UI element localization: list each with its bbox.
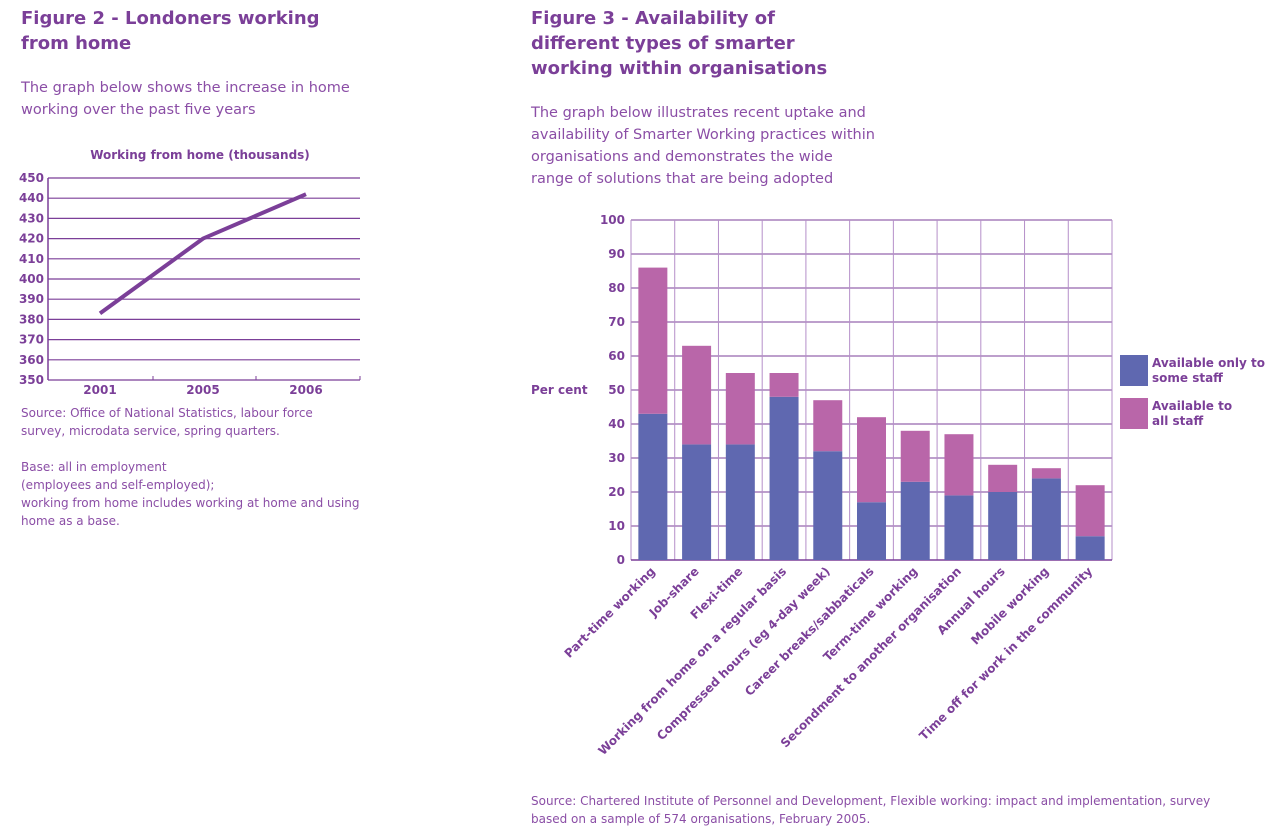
x-tick-label: 2005 xyxy=(186,383,219,397)
y-tick-label: 80 xyxy=(608,281,625,295)
figure2-base: Base: all in employment (employees and s… xyxy=(21,458,366,530)
bar-segment xyxy=(1031,478,1061,560)
bar-segment xyxy=(988,464,1018,492)
y-tick-label: 30 xyxy=(608,451,625,465)
y-tick-label: 410 xyxy=(19,252,44,266)
bar-segment xyxy=(638,413,668,560)
bar-segment xyxy=(682,345,712,445)
series-line xyxy=(98,192,307,315)
x-tick-label: 2001 xyxy=(83,383,116,397)
y-axis-label: Per cent xyxy=(531,383,588,397)
y-tick-label: 380 xyxy=(19,312,44,326)
y-tick-label: 430 xyxy=(19,211,44,225)
bar-segment xyxy=(725,444,755,560)
legend-label: Available only to some staff xyxy=(1152,356,1265,385)
bar-segment xyxy=(1075,485,1105,537)
y-tick-label: 70 xyxy=(608,315,625,329)
bar-segment xyxy=(769,396,799,560)
base-line: working from home includes working at ho… xyxy=(21,496,360,528)
line-chart: Working from home (thousands) 350 360 370 38… xyxy=(19,148,361,397)
bar-segment xyxy=(900,481,930,560)
y-tick-label: 390 xyxy=(19,292,44,306)
legend-swatch xyxy=(1120,355,1148,386)
bar-segment xyxy=(638,267,668,414)
y-tick-label: 360 xyxy=(19,353,44,367)
y-tick-label: 400 xyxy=(19,272,44,286)
bar-segment xyxy=(813,400,843,452)
bar-segment xyxy=(944,495,974,560)
x-tick-label: 2006 xyxy=(289,383,322,397)
x-tick-label: Part-time working xyxy=(562,564,658,660)
figure2-intro: The graph below shows the increase in ho… xyxy=(21,80,350,118)
base-line: Base: all in employment xyxy=(21,460,167,474)
y-tick-label: 40 xyxy=(608,417,625,431)
bar-segment xyxy=(944,434,974,496)
y-tick-label: 370 xyxy=(19,333,44,347)
figure2-source: Source: Office of National Statistics, l… xyxy=(21,406,313,438)
bar-segment xyxy=(813,451,843,560)
bar-segment xyxy=(900,430,930,482)
figure3-intro: The graph below illustrates recent uptak… xyxy=(531,105,875,187)
y-tick-label: 50 xyxy=(608,383,625,397)
y-tick-label: 60 xyxy=(608,349,625,363)
y-tick-label: 440 xyxy=(19,191,44,205)
figure3-title: Figure 3 - Availability of different typ… xyxy=(531,8,828,79)
bar-segment xyxy=(988,492,1018,560)
x-tick-label: Mobile working xyxy=(968,564,1051,647)
bar-segment xyxy=(769,373,799,397)
y-tick-label: 420 xyxy=(19,232,44,246)
legend-label: Available to all staff xyxy=(1152,399,1232,428)
legend-swatch xyxy=(1120,398,1148,429)
bar-segment xyxy=(857,417,886,503)
figure2-title: Figure 2 - Londoners working from home xyxy=(21,8,320,54)
y-tick-label: 0 xyxy=(617,553,625,567)
y-tick-label: 100 xyxy=(600,213,625,227)
bar-chart: 0 10 20 30 40 50 60 70 80 90 100 Per cent Part-time … xyxy=(531,213,1265,758)
figure3-source: Source: Chartered Institute of Personnel… xyxy=(531,794,1211,826)
bar-segment xyxy=(1031,468,1061,479)
y-tick-label: 10 xyxy=(608,519,625,533)
y-tick-label: 350 xyxy=(19,373,44,387)
bar-segment xyxy=(682,444,712,560)
chart-title: Working from home (thousands) xyxy=(90,148,310,162)
y-tick-label: 450 xyxy=(19,171,44,185)
base-line: (employees and self-employed); xyxy=(21,478,215,492)
bar-segment xyxy=(1075,536,1105,560)
y-tick-label: 90 xyxy=(608,247,625,261)
bar-segment xyxy=(857,502,886,560)
y-tick-label: 20 xyxy=(608,485,625,499)
bar-segment xyxy=(725,373,755,445)
